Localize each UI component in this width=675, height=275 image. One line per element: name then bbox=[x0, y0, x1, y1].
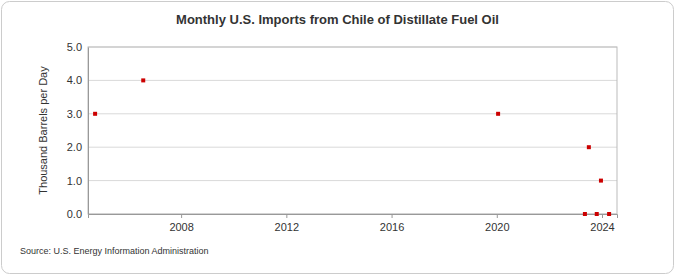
x-axis: 2008 2012 2016 2020 2024 bbox=[89, 214, 618, 233]
marker bbox=[583, 212, 587, 216]
y-tick-label: 5.0 bbox=[67, 41, 82, 53]
x-tick: 2008 bbox=[169, 214, 193, 233]
x-tick-label: 2016 bbox=[380, 221, 404, 233]
marker bbox=[93, 112, 97, 116]
background bbox=[2, 2, 674, 274]
y-tick-label: 3.0 bbox=[67, 108, 82, 120]
x-tick-mark bbox=[497, 214, 498, 218]
y-tick: 5.0 bbox=[67, 41, 88, 53]
y-tick-label: 0.0 bbox=[67, 208, 82, 220]
x-tick-mark bbox=[286, 214, 287, 218]
x-tick-mark bbox=[602, 214, 603, 218]
y-axis-title: Thousand Barrels per Day bbox=[37, 66, 49, 195]
source: Source: U.S. Energy Information Administ… bbox=[20, 246, 209, 256]
x-tick-label: 2024 bbox=[590, 221, 614, 233]
x-tick: 2020 bbox=[485, 214, 509, 233]
x-tick: 2016 bbox=[380, 214, 404, 233]
marker bbox=[599, 179, 603, 183]
x-axis-line bbox=[89, 215, 618, 219]
y-tick: 3.0 bbox=[67, 108, 88, 120]
y-tick: 4.0 bbox=[67, 74, 88, 86]
x-tick-label: 2012 bbox=[275, 221, 299, 233]
y-tick: 0.0 bbox=[67, 208, 88, 220]
x-tick-mark bbox=[181, 214, 182, 218]
grid-line bbox=[88, 180, 617, 181]
y-tick-label: 2.0 bbox=[67, 141, 82, 153]
x-tick-label: 2020 bbox=[485, 221, 509, 233]
markers bbox=[93, 78, 611, 216]
chart: 0.0 1.0 2.0 3.0 4.0 5.0 2008 2012 2016 2020 2024 Mo… bbox=[0, 0, 675, 275]
y-tick: 2.0 bbox=[67, 141, 88, 153]
y-tick-label: 4.0 bbox=[67, 74, 82, 86]
y-tick-label: 1.0 bbox=[67, 175, 82, 187]
x-tick-label: 2008 bbox=[169, 221, 193, 233]
plot-frame bbox=[88, 47, 617, 214]
x-tick-mark bbox=[392, 214, 393, 218]
y-tick: 1.0 bbox=[67, 175, 88, 187]
y-axis-line bbox=[88, 48, 89, 215]
marker bbox=[587, 145, 591, 149]
grid-line bbox=[88, 147, 617, 148]
x-tick: 2024 bbox=[590, 214, 614, 233]
x-tick: 2012 bbox=[275, 214, 299, 233]
grid-line bbox=[88, 113, 617, 114]
marker bbox=[607, 212, 611, 216]
grid-line bbox=[88, 80, 617, 81]
marker bbox=[595, 212, 599, 216]
grid bbox=[88, 47, 617, 214]
y-axis: 0.0 1.0 2.0 3.0 4.0 5.0 bbox=[67, 41, 89, 220]
title: Monthly U.S. Imports from Chile of Disti… bbox=[176, 12, 499, 27]
marker bbox=[496, 112, 500, 116]
marker bbox=[141, 78, 145, 82]
